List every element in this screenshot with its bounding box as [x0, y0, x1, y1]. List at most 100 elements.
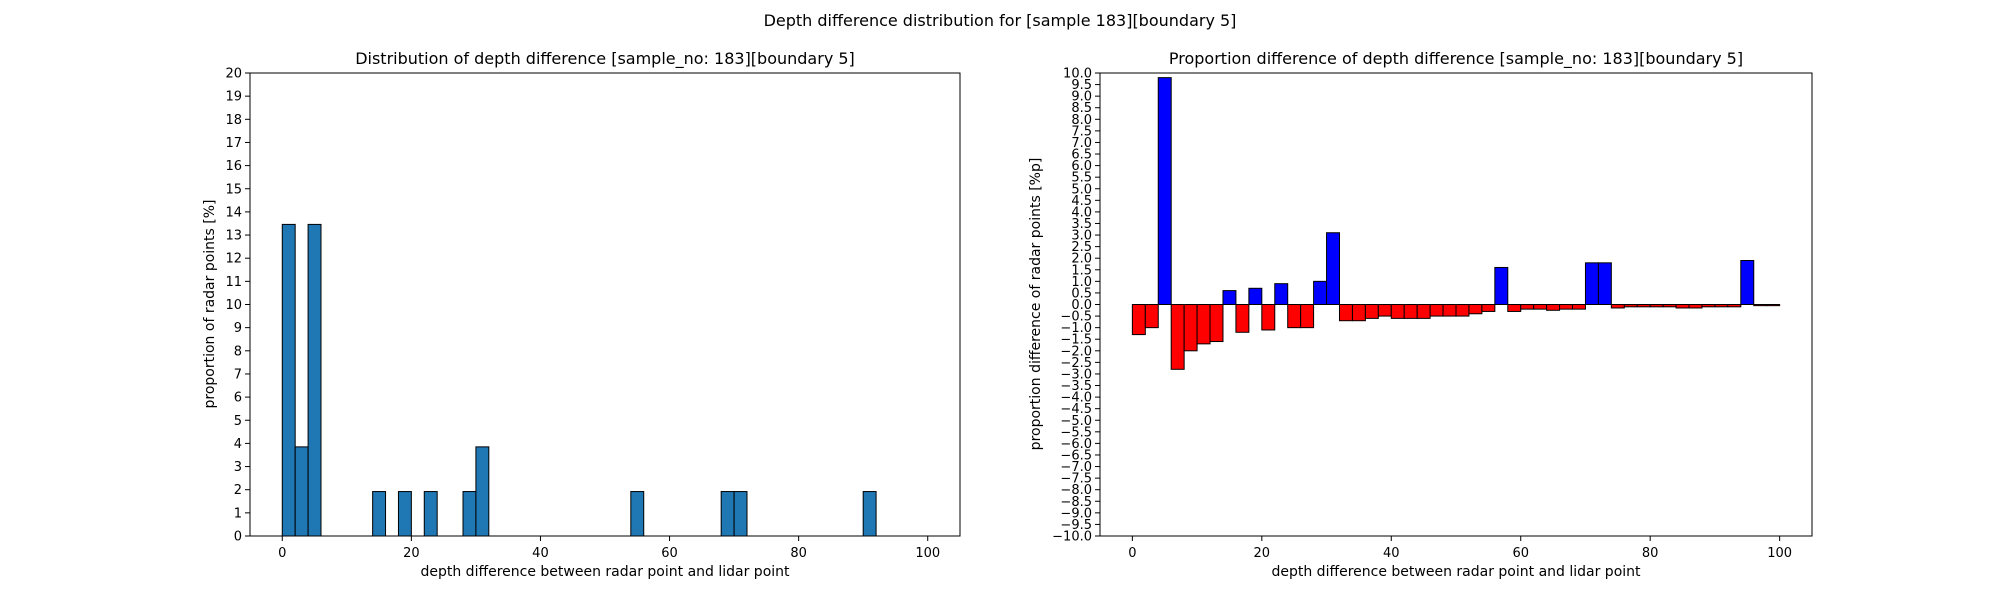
- y-tick-label: −6.5: [1060, 448, 1092, 463]
- bar: [294, 446, 309, 537]
- bar: [475, 446, 490, 537]
- bar: [1584, 262, 1599, 305]
- y-tick-label: 7.5: [1071, 124, 1092, 139]
- bar: [1274, 283, 1289, 306]
- x-tick-label: 60: [661, 546, 678, 561]
- bar: [1222, 290, 1237, 305]
- y-tick-label: 18: [225, 113, 242, 128]
- y-tick-label: −8.5: [1060, 495, 1092, 510]
- y-tick-label: −5.5: [1060, 425, 1092, 440]
- bar: [1572, 304, 1586, 310]
- bar: [307, 223, 322, 537]
- y-tick-label: 5: [234, 414, 242, 429]
- bar: [372, 491, 387, 537]
- y-tick-label: 14: [225, 205, 242, 220]
- y-tick-label: −1.5: [1060, 333, 1092, 348]
- bar: [1287, 304, 1302, 329]
- y-tick-label: −5.0: [1060, 414, 1092, 429]
- chart-distribution: Distribution of depth difference [sample…: [202, 49, 961, 580]
- y-tick-label: −4.5: [1060, 402, 1092, 417]
- x-ticks: 0 20 40 60 80 100: [1128, 536, 1792, 561]
- figure-suptitle: Depth difference distribution for [sampl…: [764, 11, 1237, 30]
- bar: [1468, 304, 1483, 315]
- bar: [1740, 260, 1755, 306]
- bar: [1662, 304, 1677, 308]
- bar: [1727, 304, 1742, 308]
- bar: [733, 491, 748, 537]
- y-tick-label: 3.0: [1071, 229, 1092, 244]
- x-tick-label: 40: [1383, 546, 1400, 561]
- bar: [1649, 304, 1664, 308]
- bar: [1429, 304, 1444, 317]
- y-tick-label: 6: [234, 391, 242, 406]
- x-tick-label: 80: [1642, 546, 1659, 561]
- x-tick-label: 20: [1254, 546, 1271, 561]
- bar: [1196, 304, 1211, 345]
- bar: [1442, 304, 1457, 317]
- x-tick-label: 80: [790, 546, 807, 561]
- bar: [1144, 304, 1159, 329]
- bar: [1507, 304, 1522, 312]
- y-tick-label: 4: [234, 437, 242, 452]
- y-tick-label: −10.0: [1052, 530, 1092, 545]
- y-axis-label: proportion difference of radar points [%…: [1028, 158, 1044, 451]
- bar: [1390, 304, 1405, 319]
- x-tick-label: 100: [1767, 546, 1792, 561]
- bar: [1494, 266, 1509, 305]
- x-tick-label: 100: [915, 546, 940, 561]
- x-axis-label: depth difference between radar point and…: [420, 564, 790, 580]
- y-tick-label: 1: [234, 506, 242, 521]
- y-tick-label: −0.5: [1060, 310, 1092, 325]
- bar: [1209, 304, 1224, 343]
- bar: [1766, 304, 1781, 307]
- y-tick-label: 10.0: [1063, 67, 1092, 82]
- bar: [1455, 304, 1470, 317]
- y-tick-label: 16: [225, 159, 242, 174]
- bar: [1377, 304, 1392, 317]
- x-ticks: 0 20 40 60 80 100: [278, 536, 940, 561]
- bar: [1623, 304, 1638, 308]
- y-tick-label: 1.5: [1071, 263, 1092, 278]
- x-tick-label: 0: [278, 546, 286, 561]
- y-tick-label: 6.0: [1071, 159, 1092, 174]
- bar: [1403, 304, 1418, 319]
- y-axis-label: proportion of radar points [%]: [202, 199, 218, 408]
- y-tick-label: 10: [225, 298, 242, 313]
- y-tick-label: −2.5: [1060, 356, 1092, 371]
- y-tick-label: 4.5: [1071, 194, 1092, 209]
- bar: [1351, 304, 1366, 322]
- bar: [397, 491, 412, 537]
- y-tick-label: −2.0: [1060, 344, 1092, 359]
- y-tick-label: 2.5: [1071, 240, 1092, 255]
- y-tick-label: 0.0: [1071, 298, 1092, 313]
- bar: [1610, 304, 1625, 309]
- bar: [630, 491, 645, 537]
- bar: [1675, 304, 1690, 309]
- bar: [1183, 304, 1198, 352]
- x-axis-label: depth difference between radar point and…: [1271, 564, 1641, 580]
- bar: [1597, 262, 1612, 305]
- y-tick-label: −7.5: [1060, 472, 1092, 487]
- y-tick-label: 2.0: [1071, 252, 1092, 267]
- y-tick-label: 0: [234, 530, 242, 545]
- y-tick-label: 7: [234, 367, 242, 382]
- y-tick-label: 8.0: [1071, 113, 1092, 128]
- y-tick-label: 3.5: [1071, 217, 1092, 232]
- chart-title: Proportion difference of depth differenc…: [1169, 49, 1743, 69]
- bars: [1131, 77, 1781, 370]
- bar: [1170, 304, 1185, 370]
- y-tick-label: 0.5: [1071, 286, 1092, 301]
- bar: [1326, 232, 1340, 305]
- bar: [1520, 304, 1535, 310]
- bar: [1338, 304, 1353, 322]
- y-tick-label: 8: [234, 344, 242, 359]
- bar: [720, 491, 735, 537]
- bar: [462, 491, 477, 537]
- y-tick-label: −8.0: [1060, 483, 1092, 498]
- bar: [1157, 77, 1172, 305]
- y-tick-label: 17: [225, 136, 242, 151]
- bar: [281, 223, 296, 537]
- bar: [1688, 304, 1703, 309]
- y-tick-label: 9.5: [1071, 78, 1092, 93]
